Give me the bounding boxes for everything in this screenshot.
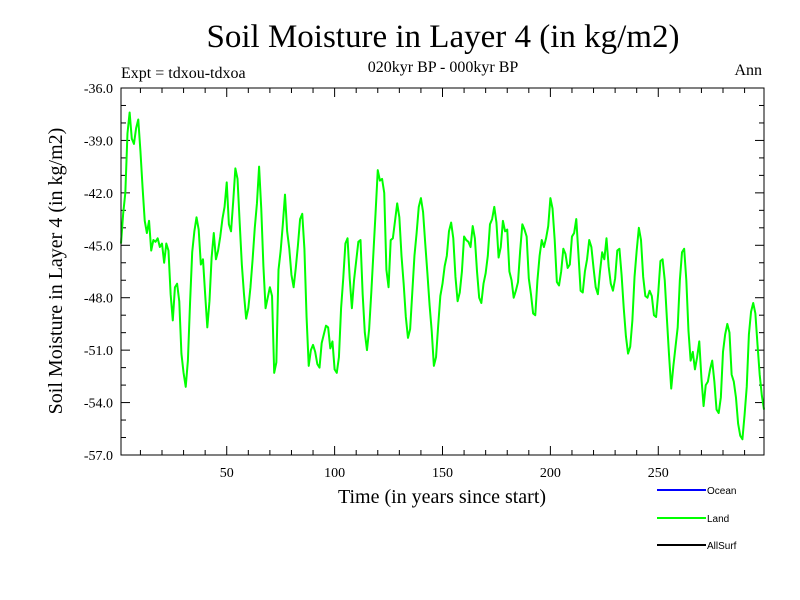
season-label: Ann (734, 62, 762, 79)
legend-item-land: Land (657, 514, 729, 525)
legend-label-allsurf: AllSurf (707, 541, 737, 552)
x-tick-label: 50 (220, 466, 234, 481)
legend: Ocean Land AllSurf (657, 486, 737, 552)
x-tick-label: 200 (540, 466, 561, 481)
legend-label-land: Land (707, 514, 729, 525)
y-tick-label: -45.0 (84, 239, 113, 254)
y-tick-label: -51.0 (84, 344, 113, 359)
x-tick-label: 250 (648, 466, 669, 481)
y-axis-ticks: -36.0 -39.0 -42.0 -45.0 -48.0 -51.0 -54.0 -57.0 (84, 82, 764, 464)
y-tick-label: -39.0 (84, 134, 113, 149)
experiment-label: Expt = tdxou-tdxoa (121, 65, 246, 82)
series-layer (120, 111, 765, 441)
series-line-land (120, 111, 765, 441)
chart-subtitle: 020kyr BP - 000kyr BP (368, 59, 519, 76)
legend-label-ocean: Ocean (707, 486, 736, 497)
y-axis-label: Soil Moisture in Layer 4 (in kg/m2) (45, 128, 67, 415)
plot-frame (120, 87, 765, 456)
legend-item-ocean: Ocean (657, 486, 736, 497)
x-axis-ticks: 50 100 150 200 250 (139, 88, 746, 481)
y-tick-label: -36.0 (84, 82, 113, 97)
legend-item-allsurf: AllSurf (657, 541, 737, 552)
y-tick-label: -48.0 (84, 292, 113, 307)
y-tick-label: -57.0 (84, 449, 113, 464)
chart-title: Soil Moisture in Layer 4 (in kg/m2) (207, 19, 680, 55)
x-tick-label: 100 (324, 466, 345, 481)
y-tick-label: -42.0 (84, 187, 113, 202)
x-tick-label: 150 (432, 466, 453, 481)
x-axis-label: Time (in years since start) (338, 486, 546, 508)
y-tick-label: -54.0 (84, 397, 113, 412)
